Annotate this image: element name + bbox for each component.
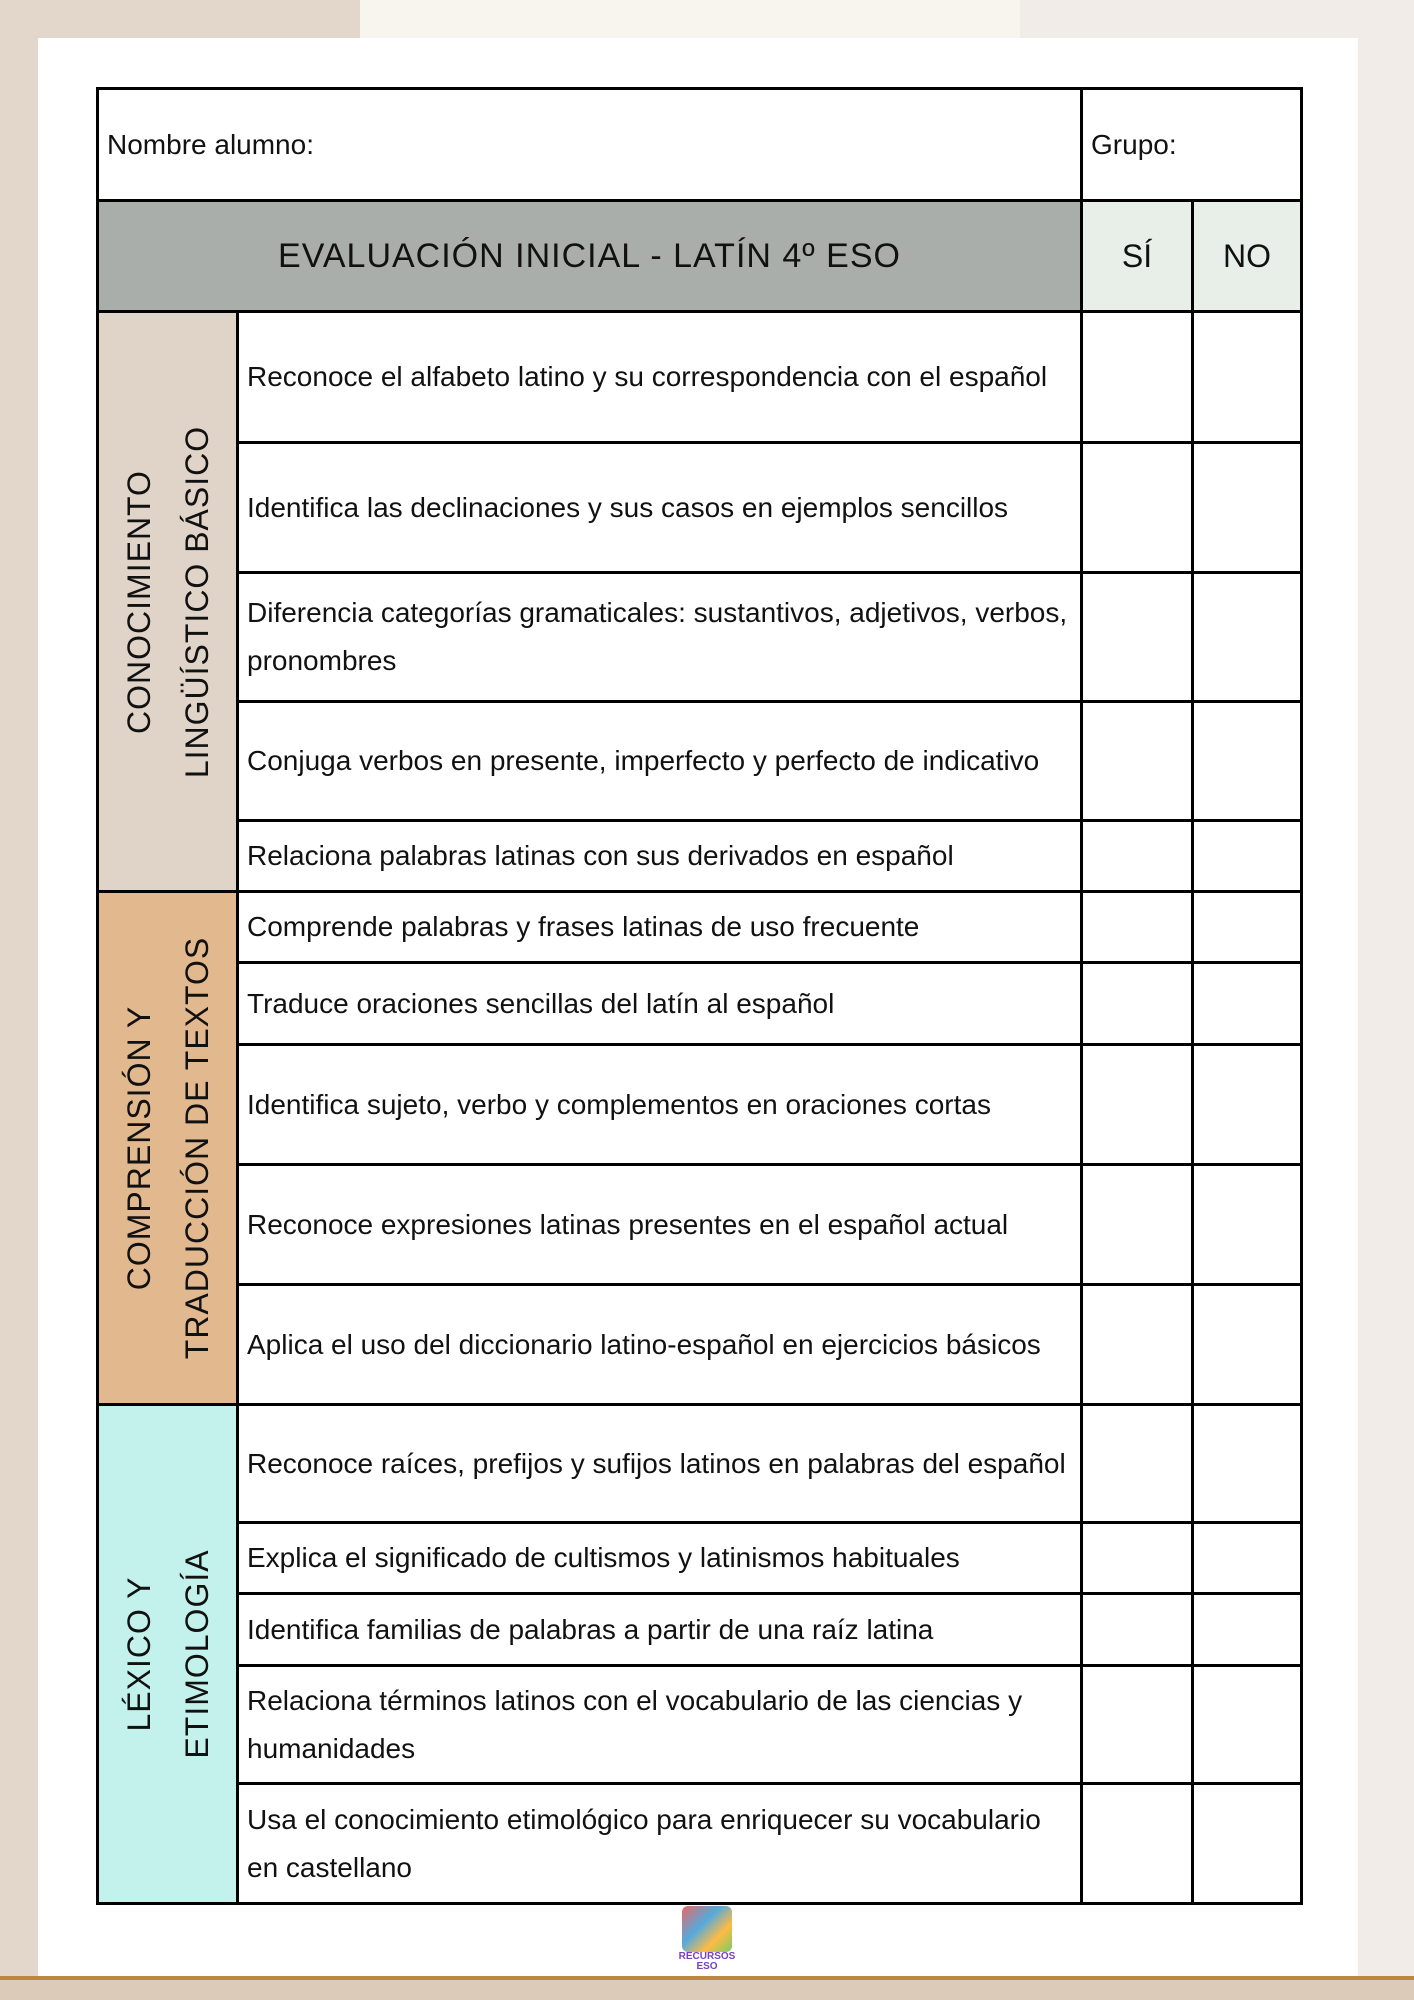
background-decoration <box>360 0 1020 38</box>
yes-checkbox-cell[interactable] <box>1080 1163 1195 1286</box>
category-label: CONOCIMIENTO LINGÜÍSTICO BÁSICO <box>120 425 215 778</box>
criterion-text: Reconoce raíces, prefijos y sufijos lati… <box>235 1403 1084 1524</box>
table-row: CONOCIMIENTO LINGÜÍSTICO BÁSICO Reconoce e… <box>96 310 1304 893</box>
table-row: Usa el conocimiento etimológico para enr… <box>98 1782 1304 1905</box>
no-checkbox-cell[interactable] <box>1191 441 1304 574</box>
category-cell: LÉXICO Y ETIMOLOGÍA <box>96 1403 239 1905</box>
no-checkbox-cell[interactable] <box>1191 1664 1304 1785</box>
criterion-text: Identifica las declinaciones y sus casos… <box>235 441 1084 574</box>
table-row: Identifica familias de palabras a partir… <box>98 1592 1304 1667</box>
criterion-text: Relaciona palabras latinas con sus deriv… <box>235 819 1084 893</box>
yes-checkbox-cell[interactable] <box>1080 700 1195 822</box>
group-field[interactable]: Grupo: <box>1080 87 1304 202</box>
criterion-text: Conjuga verbos en presente, imperfecto y… <box>235 700 1084 822</box>
criterion-text: Explica el significado de cultismos y la… <box>235 1521 1084 1595</box>
no-checkbox-cell[interactable] <box>1191 700 1304 822</box>
no-checkbox-cell[interactable] <box>1191 819 1304 893</box>
criterion-text: Diferencia categorías gramaticales: sust… <box>235 571 1084 703</box>
yes-checkbox-cell[interactable] <box>1080 1521 1195 1595</box>
background-border <box>0 1976 1414 2000</box>
no-column-header: NO <box>1191 199 1304 313</box>
yes-checkbox-cell[interactable] <box>1080 310 1195 444</box>
table-row: Traduce oraciones sencillas del latín al… <box>98 961 1304 1046</box>
no-checkbox-cell[interactable] <box>1191 1592 1304 1667</box>
table-row: Conjuga verbos en presente, imperfecto y… <box>98 700 1304 822</box>
criterion-text: Relaciona términos latinos con el vocabu… <box>235 1664 1084 1785</box>
criterion-text: Aplica el uso del diccionario latino-esp… <box>235 1283 1084 1406</box>
yes-checkbox-cell[interactable] <box>1080 1782 1195 1905</box>
table-row: Identifica las declinaciones y sus casos… <box>98 441 1304 574</box>
category-cell: COMPRENSIÓN Y TRADUCCIÓN DE TEXTOS <box>96 890 239 1406</box>
criterion-text: Usa el conocimiento etimológico para enr… <box>235 1782 1084 1905</box>
page-title: EVALUACIÓN INICIAL - LATÍN 4º ESO <box>95 199 1084 313</box>
yes-checkbox-cell[interactable] <box>1080 1043 1195 1166</box>
no-checkbox-cell[interactable] <box>1191 890 1304 964</box>
criterion-text: Reconoce el alfabeto latino y su corresp… <box>235 310 1084 444</box>
table-row: LÉXICO Y ETIMOLOGÍA Reconoce raíces, prefi… <box>96 1403 1304 1905</box>
criterion-text: Identifica familias de palabras a partir… <box>235 1592 1084 1667</box>
yes-checkbox-cell[interactable] <box>1080 961 1195 1046</box>
table-row: Identifica sujeto, verbo y complementos … <box>98 1043 1304 1166</box>
no-checkbox-cell[interactable] <box>1191 1283 1304 1406</box>
yes-checkbox-cell[interactable] <box>1080 1403 1195 1524</box>
table-row: Relaciona términos latinos con el vocabu… <box>98 1664 1304 1785</box>
criterion-text: Identifica sujeto, verbo y complementos … <box>235 1043 1084 1166</box>
evaluation-table: Nombre alumno: Grupo: EVALUACIÓN INICIAL… <box>95 87 1304 1905</box>
table-row: COMPRENSIÓN Y TRADUCCIÓN DE TEXTOS Compren… <box>96 890 1304 1406</box>
no-checkbox-cell[interactable] <box>1191 1043 1304 1166</box>
recursos-eso-logo: RECURSOS ESO <box>672 1906 742 1976</box>
yes-checkbox-cell[interactable] <box>1080 1283 1195 1406</box>
yes-checkbox-cell[interactable] <box>1080 571 1195 703</box>
no-checkbox-cell[interactable] <box>1191 571 1304 703</box>
yes-checkbox-cell[interactable] <box>1080 441 1195 574</box>
no-checkbox-cell[interactable] <box>1191 1782 1304 1905</box>
criterion-text: Comprende palabras y frases latinas de u… <box>235 890 1084 964</box>
criterion-text: Reconoce expresiones latinas presentes e… <box>235 1163 1084 1286</box>
no-checkbox-cell[interactable] <box>1191 310 1304 444</box>
yes-column-header: SÍ <box>1080 199 1195 313</box>
student-name-label: Nombre alumno: <box>107 128 314 160</box>
yes-checkbox-cell[interactable] <box>1080 890 1195 964</box>
criterion-text: Traduce oraciones sencillas del latín al… <box>235 961 1084 1046</box>
category-cell: CONOCIMIENTO LINGÜÍSTICO BÁSICO <box>96 310 239 893</box>
table-row: Explica el significado de cultismos y la… <box>98 1521 1304 1595</box>
no-checkbox-cell[interactable] <box>1191 1403 1304 1524</box>
no-checkbox-cell[interactable] <box>1191 1521 1304 1595</box>
no-checkbox-cell[interactable] <box>1191 1163 1304 1286</box>
yes-checkbox-cell[interactable] <box>1080 819 1195 893</box>
yes-checkbox-cell[interactable] <box>1080 1592 1195 1667</box>
student-name-field[interactable]: Nombre alumno: <box>95 87 1084 202</box>
category-label: COMPRENSIÓN Y TRADUCCIÓN DE TEXTOS <box>120 936 215 1360</box>
table-row: Aplica el uso del diccionario latino-esp… <box>98 1283 1304 1406</box>
no-checkbox-cell[interactable] <box>1191 961 1304 1046</box>
category-label: LÉXICO Y ETIMOLOGÍA <box>120 1549 215 1759</box>
table-row: Relaciona palabras latinas con sus deriv… <box>98 819 1304 893</box>
table-row: Reconoce expresiones latinas presentes e… <box>98 1163 1304 1286</box>
table-row: Diferencia categorías gramaticales: sust… <box>98 571 1304 703</box>
yes-checkbox-cell[interactable] <box>1080 1664 1195 1785</box>
group-label: Grupo: <box>1091 128 1177 160</box>
